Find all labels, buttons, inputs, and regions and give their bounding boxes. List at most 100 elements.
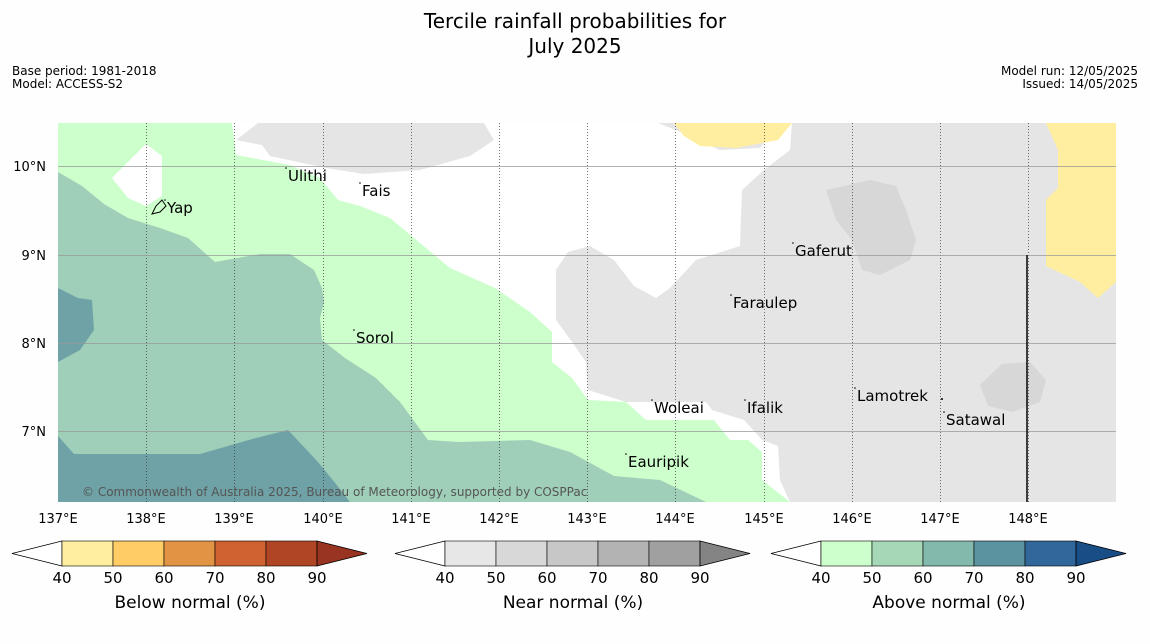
colorbar-tick-label: 60 [537, 569, 556, 587]
place-label: Eauripik [628, 453, 689, 471]
colorbar-tick-label: 50 [103, 569, 122, 587]
place-marker [651, 399, 653, 401]
longitude-label: 148°E [1008, 512, 1048, 527]
longitude-label: 146°E [832, 512, 872, 527]
longitude-label: 143°E [567, 512, 607, 527]
colorbar-tick-label: 90 [1066, 569, 1085, 587]
colorbar-tick-label: 90 [690, 569, 709, 587]
colorbar-segment [214, 540, 267, 567]
colorbar: 40 50 60 70 80 90 [394, 540, 751, 587]
above-60-region-south [58, 430, 350, 502]
colorbar-label-below: Below normal (%) [114, 593, 266, 613]
colorbar-tick-label: 80 [256, 569, 275, 587]
colorbar-segment [922, 540, 975, 567]
colorbar-tick-label: 40 [52, 569, 71, 587]
colorbar-tick-label: 60 [913, 569, 932, 587]
place-label: Yap [166, 199, 193, 217]
colorbar-segment [495, 540, 548, 567]
island-dot [941, 398, 943, 400]
colorbar-extend-low [394, 540, 446, 567]
colorbar-segment [265, 540, 318, 567]
colorbar-segment [648, 540, 701, 567]
longitude-label: 145°E [744, 512, 784, 527]
place-label: Sorol [356, 329, 394, 347]
colorbar-extend-high [316, 540, 368, 567]
latitude-label: 10°N [13, 160, 46, 175]
place-marker [353, 329, 355, 331]
map-panel [58, 123, 1116, 502]
colorbar-segment [112, 540, 165, 567]
near-40-region-east [556, 123, 1116, 502]
issued-date: Issued: 14/05/2025 [1022, 77, 1138, 91]
model-run: Model run: 12/05/2025 [1000, 64, 1138, 78]
longitude-label: 138°E [126, 512, 166, 527]
place-label: Woleai [654, 399, 704, 417]
latitude-label: 7°N [22, 425, 47, 440]
colorbar-segment [973, 540, 1026, 567]
colorbar-tick-label: 40 [811, 569, 830, 587]
place-marker [625, 453, 627, 455]
place-marker [943, 411, 945, 413]
latitude-labels: 10°N 9°N 8°N 7°N [13, 160, 46, 440]
meta-right: Model run: 12/05/2025 Issued: 14/05/2025 [1001, 65, 1138, 91]
colorbar-segment [820, 540, 873, 567]
model-name: Model: ACCESS-S2 [12, 77, 124, 91]
title-line-2: July 2025 [528, 34, 622, 58]
longitude-label: 147°E [920, 512, 960, 527]
place-label: Lamotrek [857, 387, 928, 405]
colorbar-tick-label: 60 [154, 569, 173, 587]
near-50-patch-south [980, 362, 1046, 412]
longitude-label: 141°E [391, 512, 431, 527]
colorbar-tick-label: 70 [205, 569, 224, 587]
near-40-region-north [236, 123, 494, 174]
no-signal-hole [112, 144, 162, 206]
colorbar-tick-label: 80 [639, 569, 658, 587]
place-marker [744, 399, 746, 401]
colorbar-segment [444, 540, 497, 567]
map-title: Tercile rainfall probabilities for July … [0, 9, 1150, 59]
longitude-label: 144°E [655, 512, 695, 527]
colorbar-tick-label: 50 [486, 569, 505, 587]
colorbar-segment [163, 540, 216, 567]
colorbar: 40 50 60 70 80 90 [11, 540, 368, 587]
title-line-1: Tercile rainfall probabilities for [423, 9, 727, 33]
colorbar-tick-label: 90 [307, 569, 326, 587]
place-marker [359, 182, 361, 184]
place-marker [792, 242, 794, 244]
colorbar-segment [871, 540, 924, 567]
colorbar-segment [61, 540, 114, 567]
colorbar-extend-low [11, 540, 63, 567]
colorbar-label-above: Above normal (%) [872, 593, 1026, 613]
longitude-labels: 137°E 138°E 139°E 140°E 141°E 142°E 143°E 144°E… [38, 512, 1048, 527]
place-marker [164, 199, 166, 201]
colorbar-tick-label: 40 [435, 569, 454, 587]
colorbars: 40 50 60 70 80 90 40 50 60 70 80 90 40 50 60 70 80 90 [11, 540, 1127, 587]
gridlines [58, 123, 1116, 502]
place-label: Satawal [946, 411, 1005, 429]
colorbar-tick-label: 80 [1015, 569, 1034, 587]
colorbar-tick-label: 50 [862, 569, 881, 587]
place-label: Ulithi [288, 167, 327, 185]
near-50-patch-north [826, 180, 916, 275]
longitude-label: 139°E [214, 512, 254, 527]
place-label: Gaferut [795, 242, 852, 260]
base-period: Base period: 1981-2018 [12, 64, 157, 78]
place-marker [854, 387, 856, 389]
colorbar-extend-low [770, 540, 822, 567]
colorbar-segment [597, 540, 650, 567]
longitude-label: 140°E [303, 512, 343, 527]
longitude-label: 137°E [38, 512, 78, 527]
latitude-label: 8°N [22, 337, 47, 352]
place-label: Fais [362, 182, 391, 200]
copyright-text: © Commonwealth of Australia 2025, Bureau… [82, 485, 587, 499]
colorbar-segment [1024, 540, 1077, 567]
below-40-region-north [674, 123, 792, 148]
latitude-label: 9°N [22, 249, 47, 264]
meta-left: Base period: 1981-2018 Model: ACCESS-S2 [12, 65, 157, 91]
longitude-label: 142°E [479, 512, 519, 527]
above-50-region [58, 172, 706, 502]
colorbar-label-near: Near normal (%) [502, 593, 644, 613]
place-label: Faraulep [733, 294, 797, 312]
colorbar-extend-high [699, 540, 751, 567]
